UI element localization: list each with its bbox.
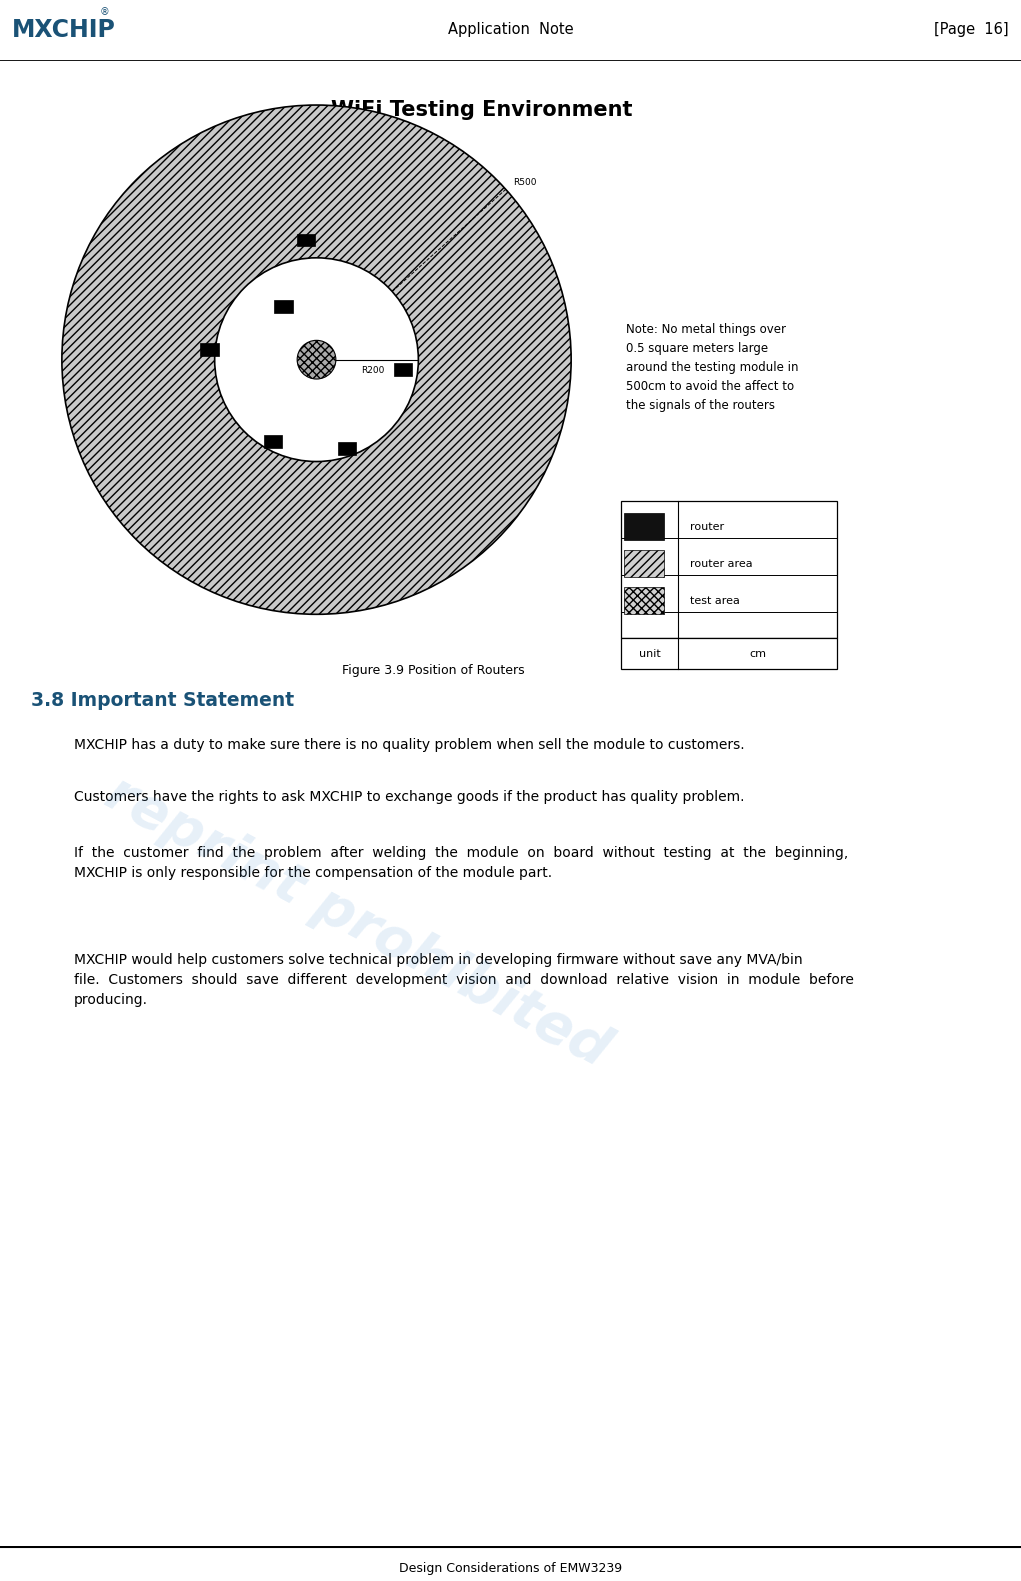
Text: Application  Note: Application Note bbox=[447, 22, 574, 36]
Text: cm: cm bbox=[749, 648, 766, 659]
Text: WiFi Testing Environment: WiFi Testing Environment bbox=[331, 100, 632, 120]
Text: unit: unit bbox=[639, 648, 661, 659]
Bar bbox=[394, 364, 412, 376]
Bar bbox=[621, 637, 837, 669]
Text: [Page  16]: [Page 16] bbox=[934, 22, 1009, 36]
Circle shape bbox=[297, 340, 336, 379]
Text: router: router bbox=[690, 522, 724, 531]
Text: R200: R200 bbox=[360, 365, 384, 375]
Text: Customers have the rights to ask MXCHIP to exchange goods if the product has qua: Customers have the rights to ask MXCHIP … bbox=[74, 790, 744, 803]
Bar bbox=[264, 435, 283, 447]
Bar bbox=[621, 501, 837, 637]
Text: If  the  customer  find  the  problem  after  welding  the  module  on  board  w: If the customer find the problem after w… bbox=[74, 846, 848, 881]
Text: Note: No metal things over
0.5 square meters large
around the testing module in
: Note: No metal things over 0.5 square me… bbox=[626, 323, 798, 411]
Text: MXCHIP would help customers solve technical problem in developing firmware witho: MXCHIP would help customers solve techni… bbox=[74, 953, 854, 1007]
Text: test area: test area bbox=[690, 596, 740, 606]
Bar bbox=[275, 300, 293, 313]
Bar bbox=[624, 514, 664, 541]
Text: reprint prohibited: reprint prohibited bbox=[96, 767, 619, 1078]
Text: MXCHIP: MXCHIP bbox=[12, 17, 116, 41]
Circle shape bbox=[214, 258, 419, 462]
Text: Figure 3.9 Position of Routers: Figure 3.9 Position of Routers bbox=[342, 664, 525, 677]
Bar bbox=[200, 343, 218, 356]
Bar bbox=[338, 443, 356, 455]
Bar bbox=[297, 234, 315, 247]
Text: ®: ® bbox=[100, 6, 110, 17]
Text: 3.8 Important Statement: 3.8 Important Statement bbox=[31, 691, 294, 710]
Text: Design Considerations of EMW3239: Design Considerations of EMW3239 bbox=[399, 1562, 622, 1575]
Text: MXCHIP has a duty to make sure there is no quality problem when sell the module : MXCHIP has a duty to make sure there is … bbox=[74, 738, 744, 753]
Bar bbox=[624, 550, 664, 577]
Circle shape bbox=[62, 104, 571, 615]
Text: R500: R500 bbox=[514, 177, 537, 187]
Text: router area: router area bbox=[690, 558, 752, 569]
Bar bbox=[624, 588, 664, 613]
